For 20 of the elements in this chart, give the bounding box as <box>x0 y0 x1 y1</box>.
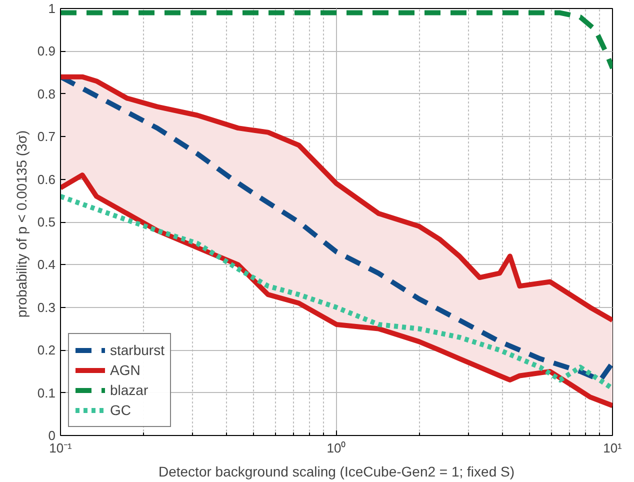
x-axis-title: Detector background scaling (IceCube-Gen2 = 1; fixed S) <box>158 464 515 480</box>
legend-label: GC <box>110 402 131 418</box>
y-tick-label: 0.1 <box>37 385 56 400</box>
y-tick-label: 0.7 <box>37 129 56 144</box>
y-tick-label: 0.5 <box>37 214 56 230</box>
y-tick-label: 0 <box>48 428 56 443</box>
y-tick-label: 0.6 <box>37 172 56 187</box>
y-tick-label: 0.9 <box>37 44 56 59</box>
x-tick-label: 10¹ <box>603 440 623 456</box>
y-tick-label: 0.8 <box>37 86 56 102</box>
legend-label: starburst <box>110 342 164 358</box>
y-tick-label: 0.3 <box>37 300 56 315</box>
x-tick-label: 10⁻¹ <box>49 440 73 456</box>
y-tick-label: 0.2 <box>37 342 56 358</box>
y-tick-label: 1 <box>48 1 56 16</box>
legend-label: AGN <box>110 362 140 378</box>
x-tick-label: 10⁰ <box>326 440 346 456</box>
y-tick-label: 0.4 <box>37 257 56 272</box>
legend-label: blazar <box>110 382 148 398</box>
y-axis-title: probability of p < 0.00135 (3σ) <box>13 130 30 318</box>
